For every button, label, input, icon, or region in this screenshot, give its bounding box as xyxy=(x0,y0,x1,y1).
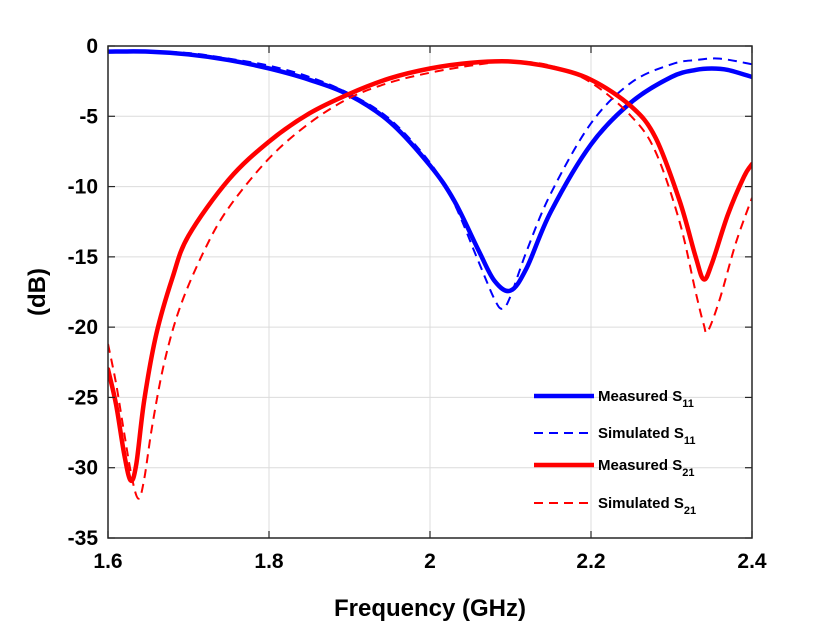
y-tick-label: 0 xyxy=(86,35,98,58)
y-tick-label: -35 xyxy=(68,527,99,550)
series-line-simulated-s11 xyxy=(108,50,752,310)
series-line-measured-s21 xyxy=(108,58,752,484)
legend-label: Simulated S11 xyxy=(598,425,696,447)
ticks: 1.6 1.8 2 2.2 2.4 0 -5 -10 -15 -20 -25 -30 -35 xyxy=(68,35,767,573)
x-tick-label: 2.4 xyxy=(737,550,767,573)
legend-label: Measured S21 xyxy=(598,457,694,479)
legend: Measured S11 Simulated S11 Measured S21 Sim… xyxy=(534,388,696,517)
series-line-simulated-s21 xyxy=(108,60,752,500)
y-tick-label: -15 xyxy=(68,246,99,269)
x-tick-label: 2.2 xyxy=(576,550,605,573)
x-axis-label: Frequency (GHz) xyxy=(334,595,526,622)
series-lines xyxy=(108,49,752,500)
y-tick-label: -30 xyxy=(68,457,98,480)
y-tick-label: -20 xyxy=(68,316,98,339)
y-tick-label: -10 xyxy=(68,176,98,199)
legend-label: Measured S11 xyxy=(598,388,694,410)
legend-label: Simulated S21 xyxy=(598,495,696,517)
series-line-measured-s11 xyxy=(108,49,752,294)
x-tick-label: 2 xyxy=(424,550,436,573)
y-tick-label: -25 xyxy=(68,386,99,409)
x-tick-label: 1.8 xyxy=(254,550,284,573)
x-tick-label: 1.6 xyxy=(93,550,122,573)
y-tick-label: -5 xyxy=(79,105,98,128)
y-axis-label: (dB) xyxy=(24,268,51,316)
